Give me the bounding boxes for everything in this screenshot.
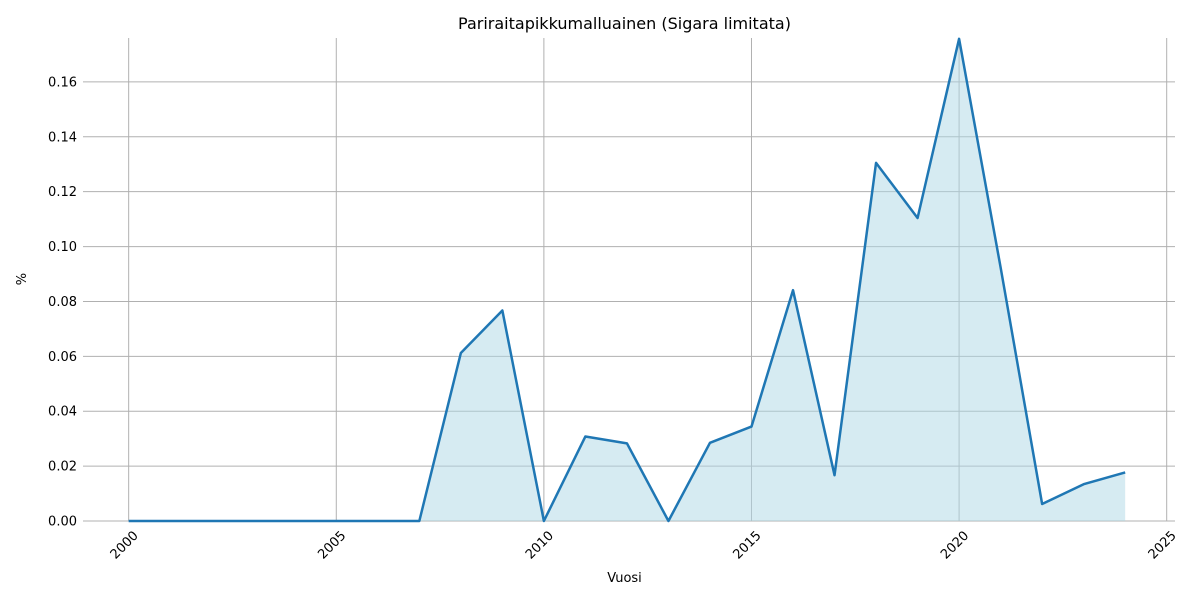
y-tick-label: 0.12 (48, 185, 77, 200)
data-point (790, 287, 796, 293)
data-point (748, 424, 754, 430)
y-tick-label: 0.04 (48, 405, 77, 420)
data-point (915, 215, 921, 221)
data-point (541, 518, 547, 524)
data-point (209, 518, 215, 524)
data-point (1122, 469, 1128, 475)
data-point (458, 350, 464, 356)
data-point (1081, 481, 1087, 487)
data-point (333, 518, 339, 524)
y-tick-label: 0.10 (48, 240, 77, 255)
data-point (956, 36, 962, 42)
data-point (250, 518, 256, 524)
data-point (416, 518, 422, 524)
chart-title: Pariraitapikkumalluainen (Sigara limitat… (458, 14, 791, 33)
data-point (832, 472, 838, 478)
data-point (499, 308, 505, 314)
area-layer (126, 36, 1128, 524)
data-point (582, 433, 588, 439)
data-point (167, 518, 173, 524)
y-tick-label: 0.02 (48, 460, 77, 475)
series-line (128, 37, 1126, 523)
data-point (624, 440, 630, 446)
y-tick-label: 0.00 (48, 515, 77, 530)
data-point (665, 518, 671, 524)
y-tick-label: 0.16 (48, 75, 77, 90)
data-point (126, 518, 132, 524)
area-fill (128, 38, 1126, 521)
y-tick-label: 0.08 (48, 295, 77, 310)
tick-labels: 0.000.020.040.060.080.100.120.140.162000… (48, 75, 1180, 562)
data-point (707, 440, 713, 446)
x-axis-label: Vuosi (607, 571, 642, 586)
data-point (1039, 501, 1045, 507)
data-point (375, 518, 381, 524)
y-tick-label: 0.14 (48, 130, 77, 145)
data-point (998, 264, 1004, 270)
data-point (873, 160, 879, 166)
y-axis-label: % (15, 273, 30, 285)
data-point (292, 518, 298, 524)
y-tick-label: 0.06 (48, 350, 77, 365)
